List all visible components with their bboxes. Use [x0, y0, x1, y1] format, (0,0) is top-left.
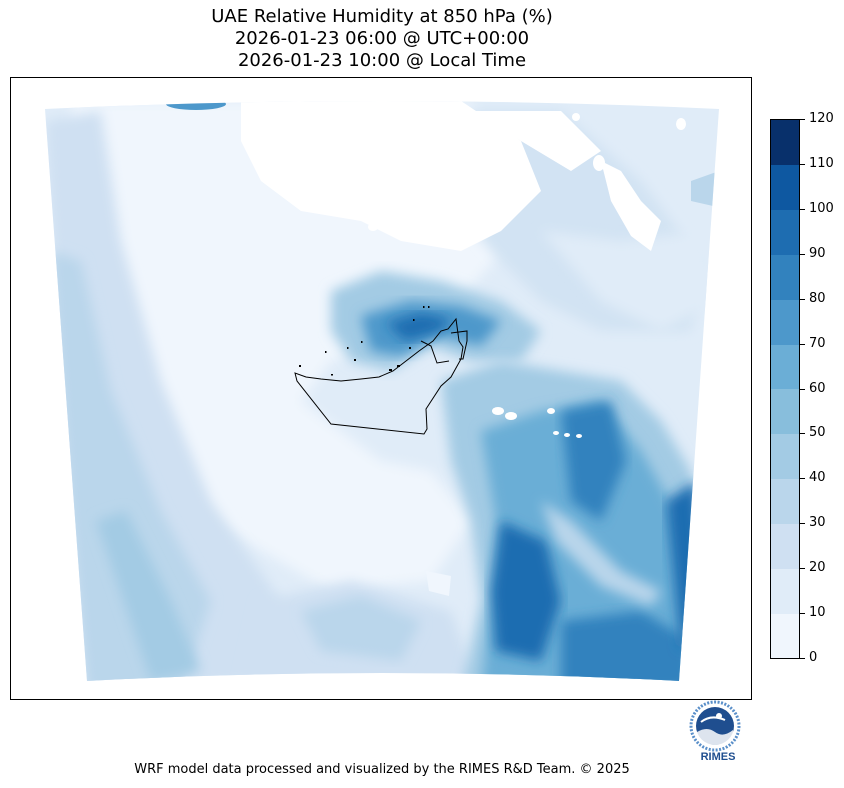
colorbar-segment — [771, 254, 799, 300]
colorbar-segment — [771, 478, 799, 524]
colorbar-tick-label: 80 — [809, 290, 826, 306]
colorbar-tick — [800, 253, 805, 255]
rimes-logo-text: RIMES — [700, 751, 736, 763]
colorbar-tick-label: 0 — [809, 650, 818, 665]
colorbar-segment — [771, 344, 799, 390]
humidity-map — [45, 101, 719, 681]
colorbar-tick — [800, 343, 805, 345]
colorbar-tick — [800, 208, 805, 210]
colorbar-segment — [771, 209, 799, 255]
colorbar-tick-label: 30 — [809, 515, 826, 531]
uae-islands — [299, 306, 430, 376]
colorbar-segment — [771, 389, 799, 435]
map-title: UAE Relative Humidity at 850 hPa (%) 202… — [0, 6, 764, 72]
colorbar-tick — [800, 658, 805, 659]
colorbar-segment — [771, 523, 799, 569]
humidity-field — [45, 101, 719, 681]
title-line-2: 2026-01-23 06:00 @ UTC+00:00 — [234, 28, 530, 49]
uae-border — [294, 317, 468, 435]
colorbar-segment — [771, 164, 799, 211]
rimes-emblem-icon — [689, 700, 741, 752]
colorbar: 0 10 20 30 40 50 60 70 80 90 100 110 120 — [770, 112, 844, 665]
colorbar-segment — [771, 120, 799, 166]
footer-credit: WRF model data processed and visualized … — [134, 762, 630, 777]
colorbar-tick — [800, 163, 805, 165]
colorbar-tick-label: 50 — [809, 425, 826, 441]
colorbar-segment — [771, 568, 799, 614]
colorbar-scale — [770, 119, 800, 659]
colorbar-tick-label: 60 — [809, 380, 826, 396]
map-panel: RIMES — [10, 77, 752, 763]
colorbar-tick — [800, 433, 805, 435]
title-line-1: UAE Relative Humidity at 850 hPa (%) — [211, 6, 553, 27]
colorbar-tick-label: 40 — [809, 470, 826, 486]
colorbar-tick-label: 70 — [809, 335, 826, 351]
colorbar-tick-label: 120 — [809, 111, 834, 126]
colorbar-tick-label: 10 — [809, 605, 826, 621]
colorbar-tick — [800, 388, 805, 390]
colorbar-segment — [771, 613, 799, 658]
colorbar-tick — [800, 119, 805, 120]
title-line-3: 2026-01-23 10:00 @ Local Time — [237, 50, 527, 71]
colorbar-tick — [800, 613, 805, 615]
colorbar-segment — [771, 299, 799, 345]
colorbar-segment — [771, 433, 799, 480]
colorbar-tick-label: 110 — [809, 155, 834, 171]
colorbar-tick — [800, 568, 805, 570]
colorbar-tick — [800, 523, 805, 525]
colorbar-tick-label: 20 — [809, 560, 826, 576]
colorbar-tick — [800, 478, 805, 480]
colorbar-tick — [800, 298, 805, 300]
colorbar-tick-label: 100 — [809, 200, 834, 216]
rimes-logo: RIMES — [689, 700, 747, 766]
colorbar-tick-label: 90 — [809, 245, 826, 261]
